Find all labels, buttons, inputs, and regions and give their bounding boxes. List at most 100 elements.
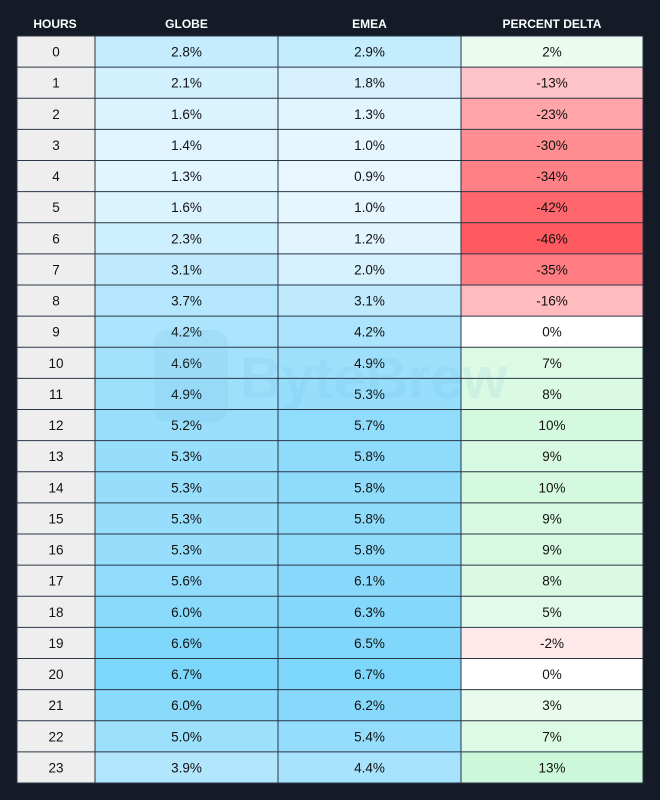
header-percent-delta: PERCENT DELTA (503, 17, 602, 31)
emea-cell-bg (278, 160, 461, 192)
globe-cell-bg (95, 222, 278, 254)
table-row: 17 5.6% 6.1% 8% (17, 565, 643, 597)
emea-cell-bg (278, 471, 461, 503)
emea-cell-bg (278, 596, 461, 628)
hours-cell: 2 (52, 107, 60, 122)
hours-cell-bg (17, 502, 95, 535)
hours-cell: 8 (52, 294, 60, 309)
table-row: 8 3.7% 3.1% -16% (17, 285, 643, 317)
table-row: 9 4.2% 4.2% 0% (17, 316, 643, 348)
globe-cell-bg (95, 36, 278, 68)
globe-cell: 3.1% (171, 262, 202, 277)
globe-cell-bg (95, 67, 278, 99)
hours-cell: 20 (48, 667, 63, 682)
table-row: 18 6.0% 6.3% 5% (17, 596, 643, 628)
delta-cell: 9% (542, 511, 562, 526)
hours-cell: 7 (52, 262, 60, 277)
hours-cell-bg (17, 409, 95, 441)
globe-cell: 5.3% (171, 511, 202, 526)
hours-cell-bg (17, 440, 95, 472)
table-row: 3 1.4% 1.0% -30% (17, 129, 643, 161)
delta-cell-bg (461, 378, 643, 410)
delta-cell-bg (461, 689, 643, 721)
delta-cell-bg (461, 36, 643, 68)
globe-cell: 3.7% (171, 294, 202, 309)
table-row: 15 5.3% 5.8% 9% (17, 502, 643, 535)
globe-cell: 1.3% (171, 169, 202, 184)
hours-cell-bg (17, 67, 95, 99)
emea-cell: 6.2% (354, 698, 385, 713)
globe-cell-bg (95, 627, 278, 659)
globe-cell-bg (95, 160, 278, 192)
emea-cell: 2.9% (354, 45, 385, 60)
delta-cell-bg (461, 222, 643, 254)
hours-cell: 0 (52, 45, 60, 60)
globe-cell: 6.0% (171, 605, 202, 620)
table-row: 2 1.6% 1.3% -23% (17, 98, 643, 130)
delta-cell: -13% (536, 76, 568, 91)
globe-cell-bg (95, 502, 278, 535)
delta-cell-bg (461, 658, 643, 690)
emea-cell-bg (278, 534, 461, 566)
emea-cell: 4.4% (354, 760, 385, 775)
delta-cell: -30% (536, 138, 568, 153)
delta-cell-bg (461, 98, 643, 130)
emea-cell-bg (278, 129, 461, 161)
globe-cell-bg (95, 471, 278, 503)
emea-cell-bg (278, 627, 461, 659)
delta-cell: -42% (536, 200, 568, 215)
emea-cell: 6.1% (354, 574, 385, 589)
hours-cell: 11 (49, 387, 63, 402)
emea-cell-bg (278, 658, 461, 690)
delta-cell-bg (461, 253, 643, 286)
emea-cell-bg (278, 565, 461, 597)
delta-cell: -16% (536, 294, 568, 309)
delta-cell: 5% (542, 605, 562, 620)
hours-cell: 18 (48, 605, 63, 620)
delta-cell: -23% (536, 107, 568, 122)
hours-cell: 16 (48, 543, 63, 558)
emea-cell: 6.5% (354, 636, 385, 651)
table-row: 12 5.2% 5.7% 10% (17, 409, 643, 441)
delta-cell-bg (461, 534, 643, 566)
hours-cell: 5 (52, 200, 60, 215)
delta-cell-bg (461, 596, 643, 628)
emea-cell: 5.8% (354, 480, 385, 495)
delta-cell-bg (461, 751, 643, 784)
delta-cell: -46% (536, 231, 568, 246)
emea-cell: 6.3% (354, 605, 385, 620)
emea-cell-bg (278, 689, 461, 721)
emea-cell-bg (278, 191, 461, 223)
emea-cell: 5.3% (354, 387, 385, 402)
delta-cell-bg (461, 440, 643, 472)
hours-cell-bg (17, 253, 95, 286)
emea-cell-bg (278, 347, 461, 379)
globe-cell: 5.3% (171, 449, 202, 464)
delta-cell-bg (461, 409, 643, 441)
table-row: 14 5.3% 5.8% 10% (17, 471, 643, 503)
watermark-text: ByteBrew (240, 346, 508, 411)
globe-cell-bg (95, 378, 278, 410)
hours-cell: 17 (48, 574, 63, 589)
emea-cell: 1.3% (354, 107, 385, 122)
delta-cell-bg (461, 129, 643, 161)
hours-cell-bg (17, 36, 95, 68)
globe-cell-bg (95, 596, 278, 628)
globe-cell-bg (95, 658, 278, 690)
globe-cell-bg (95, 285, 278, 317)
table-row: 5 1.6% 1.0% -42% (17, 191, 643, 223)
delta-cell-bg (461, 160, 643, 192)
table-row: 20 6.7% 6.7% 0% (17, 658, 643, 690)
hours-cell: 4 (52, 169, 60, 184)
delta-cell: 7% (542, 356, 562, 371)
table-row: 19 6.6% 6.5% -2% (17, 627, 643, 659)
globe-cell: 5.2% (171, 418, 202, 433)
hours-cell: 1 (52, 76, 60, 91)
delta-cell: 10% (538, 418, 565, 433)
hours-cell-bg (17, 658, 95, 690)
hours-cell-bg (17, 565, 95, 597)
globe-cell: 5.0% (171, 729, 202, 744)
header-emea: EMEA (352, 17, 387, 31)
emea-cell: 3.1% (354, 294, 385, 309)
globe-cell: 2.1% (171, 76, 202, 91)
